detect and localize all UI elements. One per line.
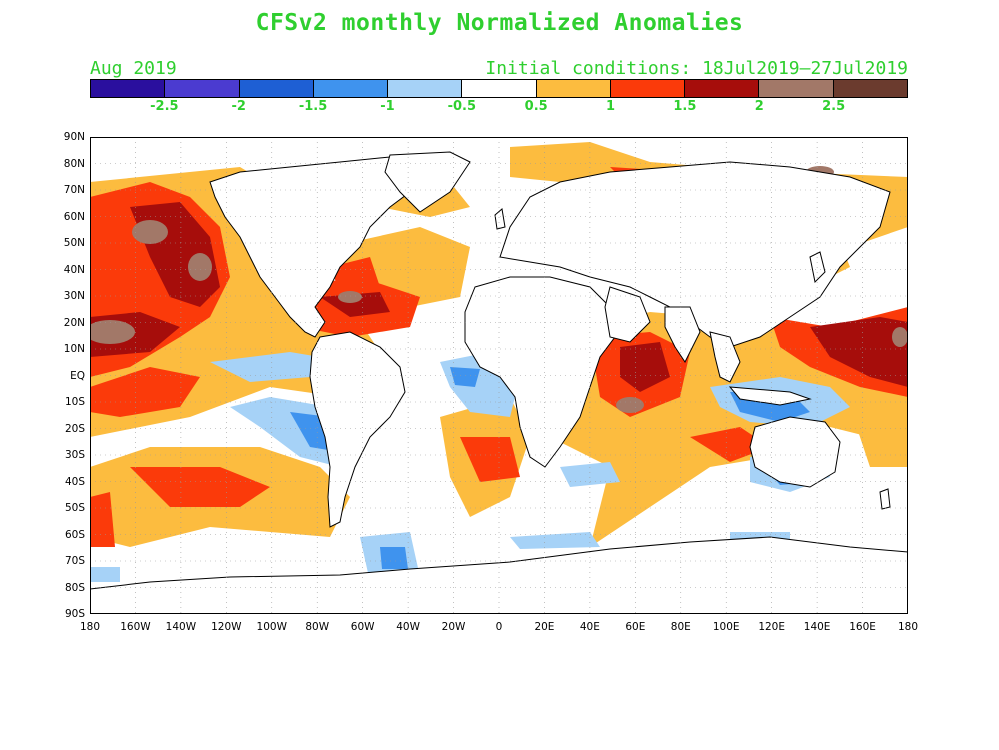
longitude-label: 80W [305, 621, 330, 633]
colorbar-segment [536, 80, 611, 97]
map-title: CFSv2 monthly Normalized Anomalies [255, 10, 744, 36]
latitude-label: 40S [64, 475, 85, 488]
longitude-label: 140E [803, 621, 831, 633]
colorbar-segment [91, 80, 166, 97]
colorbar-segment [759, 80, 834, 97]
colorbar-label: 2.5 [822, 99, 846, 114]
australia [749, 416, 841, 488]
colorbar-segment [610, 80, 686, 97]
colorbar-segment [388, 80, 463, 97]
colorbar-segment [165, 80, 240, 97]
latitude-label: 50N [63, 237, 85, 249]
colorbar-label: -0.5 [447, 99, 477, 114]
colorbar-label: 1.5 [673, 99, 697, 114]
initial-conditions: Initial conditions: 18Jul2019—27Jul2019 [485, 58, 908, 79]
latitude-label: 70N [63, 184, 85, 196]
arabia [604, 286, 651, 343]
colorbar-label: 2 [754, 99, 764, 114]
longitude-label: 180 [79, 621, 101, 633]
longitude-label: 180 [897, 621, 919, 633]
latitude-label: 60N [63, 210, 85, 223]
landmasses [90, 151, 908, 614]
southeast-asia [709, 331, 741, 383]
japan [809, 251, 826, 284]
antarctica [90, 536, 908, 614]
longitude-label: 0 [495, 621, 503, 633]
longitude-label: 80E [670, 621, 691, 633]
north-america [209, 156, 421, 338]
longitude-label: 120W [211, 621, 242, 633]
latitude-label: 60S [64, 528, 85, 541]
forecast-month: Aug 2019 [90, 58, 177, 79]
latitude-label: 80N [63, 157, 85, 170]
latitude-label: 90N [63, 131, 85, 143]
colorbar-label: 0.5 [524, 99, 548, 114]
latitude-label: 10S [64, 396, 85, 408]
longitude-label: 20W [441, 621, 466, 633]
colorbar-segment [462, 80, 537, 97]
colorbar-label: -2 [231, 99, 246, 114]
longitude-label: 40E [579, 621, 600, 633]
longitude-label: 160E [849, 621, 876, 633]
anomaly-map [90, 137, 908, 614]
colorbar-label: -1 [380, 99, 395, 114]
longitude-label: 40W [396, 621, 420, 633]
india [664, 306, 701, 363]
longitude-label: 60W [350, 621, 375, 633]
longitude-label: 100W [256, 621, 287, 633]
colorbar-label: -2.5 [150, 99, 179, 114]
colorbar-segment [685, 80, 760, 97]
longitude-label: 140W [165, 621, 197, 633]
latitude-label: 80S [64, 581, 85, 594]
latitude-label: 50S [64, 502, 85, 514]
latitude-label: 40N [63, 263, 85, 276]
new-zealand [879, 488, 891, 510]
longitude-label: 60E [625, 621, 646, 633]
colorbar-segment [313, 80, 389, 97]
colorbar-segment [833, 80, 907, 97]
colorbar-label: -1.5 [298, 99, 328, 114]
eurasia [499, 161, 891, 348]
longitude-label: 120E [758, 621, 785, 633]
latitude-label: 30N [63, 290, 85, 302]
colorbar-segment [239, 80, 314, 97]
longitude-label: 160W [120, 621, 151, 633]
latitude-label: 20N [63, 316, 85, 329]
longitude-label: 20E [534, 621, 555, 633]
latitude-label: 30S [64, 449, 85, 461]
latitude-label: 90S [64, 608, 85, 620]
colorbar-label: 1 [606, 99, 616, 114]
greenland [384, 151, 471, 213]
latitude-label: 70S [64, 555, 85, 567]
map-frame [90, 137, 908, 614]
latitude-label: 20S [64, 422, 85, 435]
uk [494, 208, 506, 230]
latitude-label: 10N [63, 343, 85, 355]
south-america [309, 331, 406, 528]
colorbar [90, 79, 908, 98]
latitude-label: EQ [70, 369, 85, 382]
longitude-label: 100E [712, 621, 740, 633]
